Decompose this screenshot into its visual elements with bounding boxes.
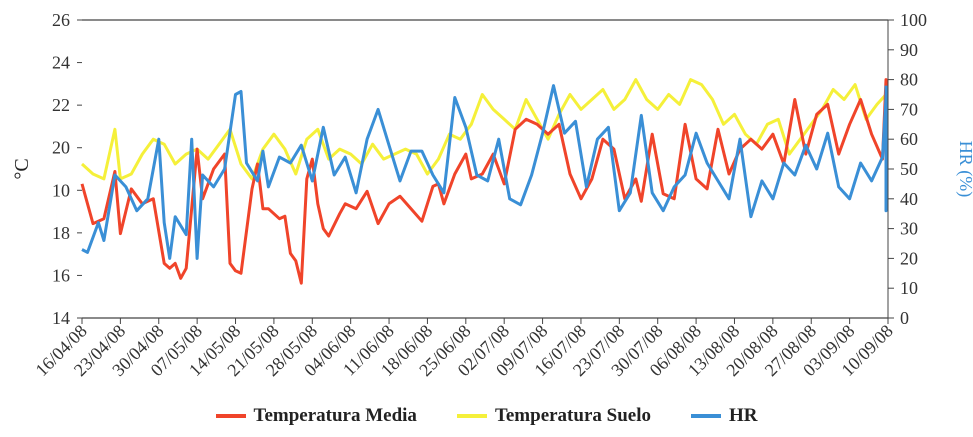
y-left-tick-label: 10 [52, 180, 70, 200]
legend-item-hr: HR [690, 405, 758, 427]
y-right-tick-label: 60 [900, 129, 918, 149]
y-left-tick-label: 18 [52, 223, 70, 243]
y-right-tick-label: 40 [900, 189, 918, 209]
y-left-tick-label: 16 [52, 265, 70, 285]
y-left-axis-title: °C [11, 158, 33, 179]
y-right-tick-label: 10 [900, 278, 918, 298]
y-left-tick-label: 20 [52, 138, 70, 158]
legend-label: HR [728, 405, 758, 426]
y-left-tick-label: 26 [52, 10, 70, 30]
y-right-tick-label: 0 [900, 308, 909, 328]
legend-swatch-temperatura-media [215, 414, 246, 418]
y-right-tick-label: 20 [900, 248, 918, 268]
y-right-tick-label: 70 [900, 99, 918, 119]
legend-label: Temperatura Media [253, 405, 417, 426]
legend-swatch-temperatura-suelo [456, 414, 487, 418]
legend-item-temperatura-media: Temperatura Media [215, 405, 417, 427]
y-right-tick-label: 100 [900, 10, 927, 30]
y-right-tick-label: 80 [900, 70, 918, 90]
y-left-tick-label: 14 [52, 308, 70, 328]
series-line-hr [81, 84, 888, 260]
line-chart: 14 16 18 10 20 22 24 26 0 10 20 30 40 50 60 70 80 90 100 °C… [11, 10, 973, 380]
legend-label: Temperatura Suelo [494, 405, 651, 426]
legend-swatch-hr [690, 414, 721, 418]
series-line-temperatura-media [80, 78, 888, 285]
legend: Temperatura Media Temperatura Suelo HR [0, 405, 973, 427]
y-right-tick-label: 50 [900, 159, 918, 179]
y-right-tick-label: 30 [900, 219, 918, 239]
series-line-temperatura-suelo [80, 78, 888, 181]
legend-item-temperatura-suelo: Temperatura Suelo [456, 405, 651, 427]
y-right-tick-label: 90 [900, 40, 918, 60]
y-left-tick-label: 22 [52, 95, 70, 115]
y-right-axis-title: HR (%) [955, 141, 973, 198]
y-left-tick-label: 24 [52, 53, 70, 73]
